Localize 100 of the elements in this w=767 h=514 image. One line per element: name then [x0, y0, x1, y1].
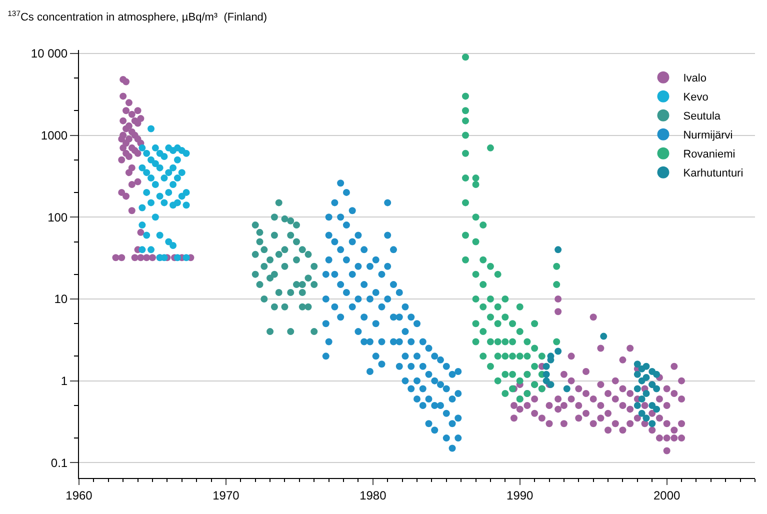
point — [648, 402, 656, 409]
point — [298, 281, 306, 288]
point — [270, 270, 278, 278]
point — [138, 164, 146, 172]
point — [634, 360, 641, 368]
point — [165, 188, 172, 196]
point — [138, 204, 146, 212]
x-tick-label: 2000 — [653, 488, 680, 502]
legend-label: Karhutunturi — [683, 168, 744, 180]
point — [138, 222, 146, 229]
chart-title: $^{137}$Cs concentration in atmosphere, µBq/m³ (Finland) — [8, 8, 268, 24]
point — [287, 288, 294, 296]
point — [152, 144, 159, 152]
point — [170, 164, 177, 172]
point — [156, 164, 164, 172]
x-tick-label: 1970 — [212, 488, 240, 502]
point — [143, 188, 150, 196]
point — [634, 402, 641, 409]
x-tick-label: 1960 — [66, 488, 93, 502]
legend-label: Rovaniemi — [683, 148, 736, 161]
point — [252, 250, 259, 258]
point — [638, 395, 646, 402]
point — [148, 156, 155, 164]
point — [165, 169, 172, 176]
point — [143, 150, 150, 157]
legend-label: Seutula — [683, 110, 722, 123]
point — [275, 250, 282, 258]
point — [138, 246, 146, 254]
y-tick-label: 10 000 — [30, 46, 68, 61]
point — [281, 262, 288, 270]
point — [275, 288, 282, 296]
point — [143, 232, 150, 239]
point — [252, 270, 259, 278]
point — [170, 181, 177, 188]
point — [653, 406, 660, 413]
point — [542, 370, 550, 378]
point — [138, 144, 146, 152]
point — [634, 385, 641, 392]
point — [563, 385, 570, 392]
point — [270, 214, 278, 221]
point — [160, 153, 168, 160]
point — [648, 420, 656, 428]
point — [287, 232, 294, 239]
point — [554, 348, 562, 355]
point — [281, 303, 288, 310]
point — [653, 385, 660, 392]
point — [182, 188, 190, 196]
point — [160, 174, 168, 182]
point — [178, 169, 186, 176]
point — [600, 332, 608, 340]
point — [310, 281, 318, 288]
y-tick-label: 0.1 — [50, 456, 68, 470]
point — [174, 174, 181, 182]
legend-label: Nurmijärvi — [683, 130, 733, 142]
point — [256, 228, 264, 236]
legend-label: Ivalo — [683, 72, 706, 85]
point — [642, 374, 650, 381]
point — [266, 256, 274, 264]
point — [281, 215, 288, 222]
point — [152, 214, 159, 221]
point — [148, 125, 155, 132]
point — [310, 262, 318, 270]
point — [252, 222, 259, 229]
point — [170, 242, 177, 249]
point — [293, 256, 300, 264]
point — [182, 202, 190, 209]
point — [298, 246, 306, 254]
point — [287, 217, 294, 224]
point — [260, 295, 268, 302]
point — [156, 192, 164, 200]
point — [256, 281, 264, 288]
point — [174, 199, 181, 206]
point — [160, 199, 168, 206]
x-tick-label: 1980 — [360, 488, 387, 502]
point — [281, 246, 288, 254]
point — [554, 246, 562, 254]
point — [182, 254, 190, 262]
point — [270, 232, 278, 239]
point — [634, 370, 641, 378]
point — [152, 160, 159, 168]
point — [653, 370, 660, 378]
point — [178, 192, 186, 200]
point — [174, 156, 181, 164]
y-tick-label: 1000 — [40, 128, 68, 142]
point — [174, 254, 181, 262]
point — [266, 274, 274, 282]
point — [143, 169, 150, 176]
point — [293, 238, 300, 246]
x-tick-label: 1990 — [506, 488, 534, 502]
y-tick-label: 1 — [60, 374, 68, 388]
point — [260, 246, 268, 254]
point — [542, 362, 550, 370]
point — [293, 281, 300, 288]
point — [156, 232, 164, 239]
point — [304, 250, 312, 258]
point — [298, 288, 306, 296]
point — [293, 222, 300, 229]
point — [310, 328, 318, 336]
point — [256, 238, 264, 246]
point — [638, 410, 646, 417]
